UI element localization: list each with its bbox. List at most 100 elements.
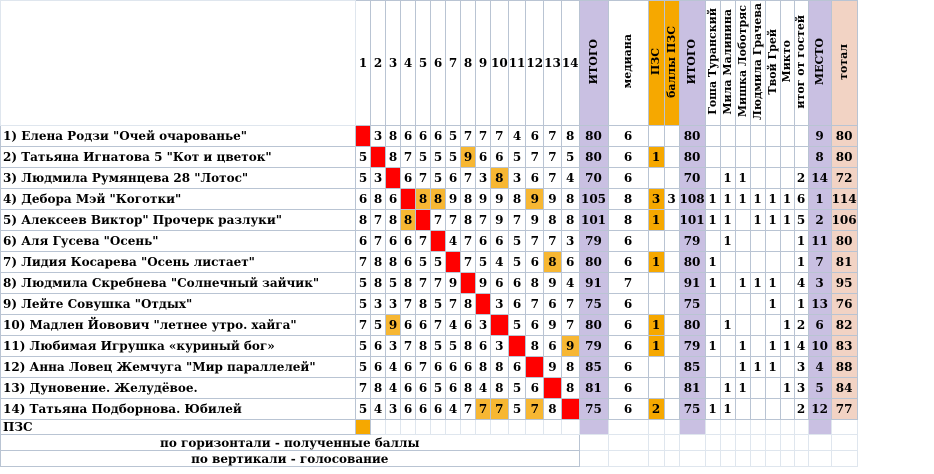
score-cell[interactable]: 6 (475, 230, 491, 252)
header-place[interactable]: МЕСТО (807, 0, 832, 126)
participant-name[interactable]: 2) Татьяна Игнатова 5 "Кот и цветок" (0, 146, 356, 168)
score-cell[interactable]: 9 (543, 356, 562, 378)
score-cell[interactable]: 6 (525, 125, 545, 147)
self-vote-cell[interactable] (445, 251, 461, 273)
judge-vote-cell[interactable] (749, 377, 766, 399)
judge-vote-cell[interactable]: 1 (719, 398, 736, 420)
score-cell[interactable]: 5 (475, 251, 491, 273)
itogo-cell[interactable]: 101 (578, 209, 609, 231)
score-cell[interactable]: 3 (385, 398, 401, 420)
itogo-cell[interactable]: 80 (578, 146, 609, 168)
guest-total-cell[interactable] (793, 125, 809, 147)
self-vote-cell[interactable] (543, 377, 562, 399)
score-cell[interactable]: 6 (430, 398, 446, 420)
score-cell[interactable]: 6 (400, 251, 416, 273)
itogo-cell[interactable]: 80 (578, 125, 609, 147)
pzs-points-cell[interactable] (663, 377, 680, 399)
judge-vote-cell[interactable] (734, 230, 751, 252)
empty-cell[interactable] (793, 419, 809, 435)
place-cell[interactable]: 5 (807, 377, 832, 399)
score-cell[interactable]: 6 (400, 230, 416, 252)
judge-vote-cell[interactable]: 1 (734, 335, 751, 357)
guest-total-cell[interactable]: 5 (793, 209, 809, 231)
judge-vote-cell[interactable] (704, 146, 721, 168)
score-cell[interactable]: 7 (415, 167, 431, 189)
empty-cell[interactable] (678, 450, 706, 467)
median-cell[interactable]: 6 (607, 230, 649, 252)
score-cell[interactable]: 8 (370, 272, 386, 294)
empty-cell[interactable] (647, 434, 665, 451)
empty-cell[interactable] (385, 419, 401, 435)
score-cell[interactable]: 3 (475, 167, 491, 189)
median-cell[interactable]: 6 (607, 125, 649, 147)
judge-vote-cell[interactable] (734, 125, 751, 147)
judge-vote-cell[interactable] (734, 398, 751, 420)
participant-name[interactable]: 10) Мадлен Йовович "летнее утро. хайга" (0, 314, 356, 336)
score-cell[interactable]: 7 (507, 209, 527, 231)
score-cell[interactable]: 4 (385, 377, 401, 399)
score-cell[interactable]: 6 (507, 293, 527, 315)
self-vote-cell[interactable] (490, 314, 509, 336)
score-cell[interactable]: 9 (490, 209, 509, 231)
score-cell[interactable]: 7 (355, 377, 371, 399)
empty-cell[interactable] (830, 450, 858, 467)
pzs-points-cell[interactable] (663, 146, 680, 168)
score-cell[interactable]: 4 (445, 314, 461, 336)
score-cell[interactable]: 7 (460, 125, 476, 147)
score-cell[interactable]: 7 (475, 398, 491, 420)
score-cell[interactable]: 7 (543, 167, 562, 189)
score-cell[interactable]: 6 (385, 230, 401, 252)
empty-cell[interactable] (734, 434, 751, 451)
column-header-13[interactable]: 13 (543, 0, 562, 126)
score-cell[interactable]: 7 (525, 146, 545, 168)
mikto-cell[interactable] (779, 146, 795, 168)
score-cell[interactable]: 6 (400, 398, 416, 420)
judge-vote-cell[interactable] (749, 335, 766, 357)
score-cell[interactable]: 4 (370, 398, 386, 420)
empty-cell[interactable] (678, 419, 706, 435)
header-guest-total[interactable]: итог от гостей (793, 0, 809, 126)
column-header-14[interactable]: 14 (560, 0, 580, 126)
guest-total-cell[interactable]: 3 (793, 356, 809, 378)
score-cell[interactable]: 7 (445, 293, 461, 315)
empty-cell[interactable] (807, 434, 832, 451)
score-cell[interactable]: 5 (445, 125, 461, 147)
score-cell[interactable]: 7 (415, 230, 431, 252)
judge-vote-cell[interactable] (719, 356, 736, 378)
score-cell[interactable]: 7 (475, 125, 491, 147)
mikto-cell[interactable] (779, 167, 795, 189)
score-cell[interactable]: 8 (560, 356, 580, 378)
judge-vote-cell[interactable] (764, 146, 781, 168)
pzs-points-cell[interactable] (663, 314, 680, 336)
score-cell[interactable]: 7 (543, 230, 562, 252)
pzs-points-cell[interactable] (663, 356, 680, 378)
itogo2-cell[interactable]: 79 (678, 230, 706, 252)
itogo-cell[interactable]: 75 (578, 398, 609, 420)
score-cell[interactable]: 6 (460, 356, 476, 378)
mikto-cell[interactable] (779, 398, 795, 420)
participant-name[interactable]: 13) Дуновение. Желудёвое. (0, 377, 356, 399)
corner-cell[interactable] (0, 0, 356, 126)
score-cell[interactable]: 4 (490, 251, 509, 273)
self-vote-cell[interactable] (460, 272, 476, 294)
score-cell[interactable]: 7 (490, 125, 509, 147)
empty-cell[interactable] (460, 419, 476, 435)
self-vote-cell[interactable] (507, 335, 527, 357)
pzs-row-label[interactable]: ПЗС (0, 419, 356, 435)
itogo2-cell[interactable]: 80 (678, 146, 706, 168)
participant-name[interactable]: 5) Алексеев Виктор" Прочерк разлуки" (0, 209, 356, 231)
score-cell[interactable]: 7 (355, 314, 371, 336)
empty-cell[interactable] (475, 419, 491, 435)
column-header-2[interactable]: 2 (370, 0, 386, 126)
score-cell[interactable]: 8 (430, 188, 446, 210)
header-itogo-2[interactable]: ИТОГО (678, 0, 706, 126)
score-cell[interactable]: 6 (415, 314, 431, 336)
column-header-3[interactable]: 3 (385, 0, 401, 126)
guest-total-cell[interactable]: 2 (793, 398, 809, 420)
judge-vote-cell[interactable]: 1 (734, 377, 751, 399)
judge-vote-cell[interactable]: 1 (704, 335, 721, 357)
header-pzs-points[interactable]: баллы ПЗС (663, 0, 680, 126)
empty-cell[interactable] (578, 419, 609, 435)
score-cell[interactable]: 5 (507, 146, 527, 168)
empty-cell[interactable] (607, 450, 649, 467)
